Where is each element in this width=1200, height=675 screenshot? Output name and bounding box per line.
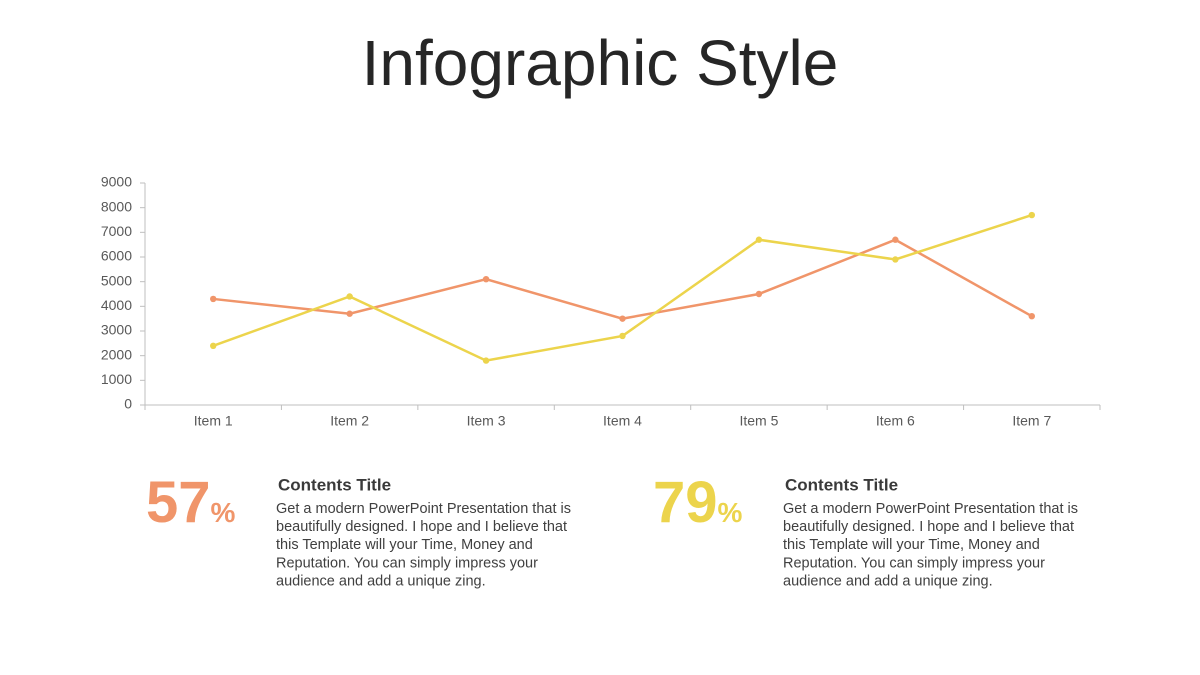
stat-text-line: this Template will your Time, Money and: [783, 537, 1040, 553]
stat-value: 79: [653, 470, 718, 535]
y-tick-label: 5000: [101, 272, 132, 288]
stat-unit: %: [718, 497, 743, 528]
stat-text-line: Get a modern PowerPoint Presentation tha…: [783, 501, 1078, 517]
x-tick-label: Item 6: [876, 413, 915, 429]
data-point: [482, 357, 490, 364]
x-tick-label: Item 5: [739, 413, 778, 429]
stat-text-line: audience and add a unique zing.: [783, 574, 993, 590]
stat-heading: Contents Title: [785, 475, 898, 494]
x-tick-label: Item 7: [1012, 413, 1051, 429]
data-point: [482, 276, 490, 283]
data-point: [210, 295, 217, 303]
stat-text-line: audience and add a unique zing.: [276, 574, 486, 590]
slide-title: Infographic Style: [362, 27, 839, 99]
stat-text-line: Reputation. You can simply impress your: [276, 555, 538, 571]
y-tick-label: 1000: [101, 371, 132, 387]
y-tick-label: 7000: [101, 223, 132, 239]
y-tick-label: 8000: [101, 198, 132, 214]
stat-text-line: beautifully designed. I hope and I belie…: [783, 519, 1074, 535]
data-point: [619, 332, 626, 340]
y-tick-label: 0: [124, 396, 132, 412]
stat-text-line: Get a modern PowerPoint Presentation tha…: [276, 501, 571, 517]
stat-text-line: this Template will your Time, Money and: [276, 537, 533, 553]
x-tick-label: Item 4: [603, 413, 642, 429]
stat-number: 79%: [653, 470, 743, 535]
data-point: [1028, 211, 1035, 219]
y-tick-label: 4000: [101, 297, 132, 313]
y-tick-label: 2000: [101, 346, 132, 362]
x-tick-label: Item 1: [194, 413, 233, 429]
data-point: [210, 342, 217, 349]
y-tick-label: 9000: [101, 174, 132, 190]
data-point: [1028, 313, 1035, 320]
stat-text-line: beautifully designed. I hope and I belie…: [276, 519, 567, 535]
series-line: [213, 238, 1033, 320]
stat-value: 57: [146, 470, 211, 535]
stat-unit: %: [211, 497, 236, 528]
x-tick-label: Item 3: [467, 413, 506, 429]
data-point: [892, 256, 899, 263]
data-point: [755, 290, 763, 298]
data-point: [346, 310, 353, 317]
y-tick-label: 6000: [101, 248, 132, 264]
data-point: [619, 315, 626, 322]
x-tick-label: Item 2: [330, 413, 369, 429]
data-point: [755, 236, 763, 243]
y-tick-label: 3000: [101, 322, 132, 338]
stat-text-line: Reputation. You can simply impress your: [783, 555, 1045, 571]
data-point: [892, 236, 899, 243]
stat-number: 57%: [146, 470, 236, 535]
stat-heading: Contents Title: [278, 475, 391, 494]
data-point: [346, 293, 353, 300]
